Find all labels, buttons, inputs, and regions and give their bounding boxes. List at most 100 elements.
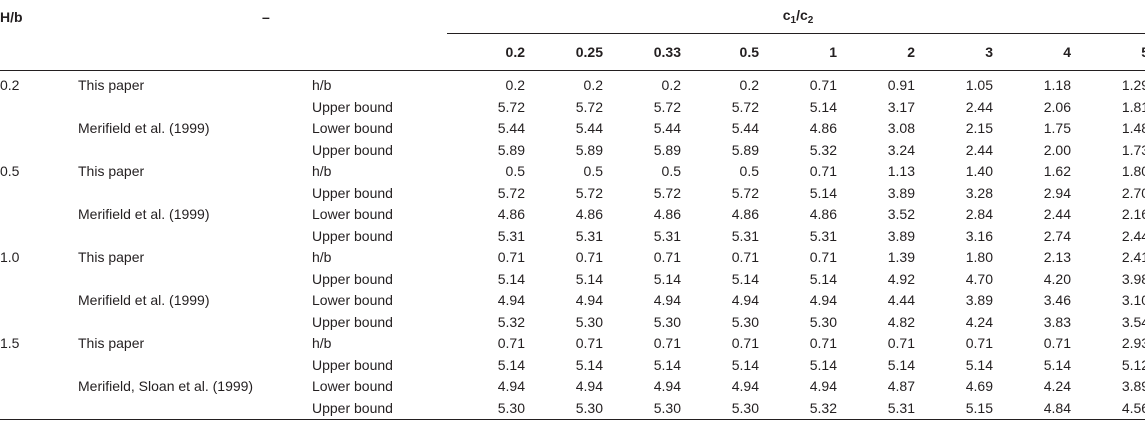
- cell-value: 5.14: [1043, 356, 1071, 373]
- cell-value: 2.06: [1043, 98, 1071, 115]
- cell-value: 5.72: [497, 98, 525, 115]
- cell-value: 5.30: [731, 313, 759, 330]
- cell-value: 5.14: [809, 98, 837, 115]
- cell-value: 5.14: [653, 356, 681, 373]
- cell-source: [78, 312, 312, 334]
- table-row: 0.2 This paper h/b 0.2 0.2 0.2 0.2 0.71 0.91 1.05…: [0, 71, 1145, 97]
- cell-value: 5.32: [759, 397, 837, 420]
- cell-value: 3.17: [887, 98, 915, 115]
- table-row: 0.5 This paper h/b 0.5 0.5 0.5 0.5 0.71 1.13 1.40…: [0, 161, 1145, 183]
- cell-value: 5.30: [603, 397, 681, 420]
- table-row: Merifield et al. (1999) Lower bound 5.44 5.…: [0, 118, 1145, 140]
- cell-value: 1.48: [1121, 120, 1145, 136]
- cell-value: 5.14: [809, 356, 837, 373]
- cell-value: 4.92: [887, 270, 915, 287]
- cell-value: 4.94: [497, 292, 525, 308]
- cell-value: 5.31: [575, 227, 603, 244]
- cell-value: 1.18: [1043, 77, 1071, 93]
- cell-value: 5.72: [731, 98, 759, 115]
- cell-value: 2.44: [965, 98, 993, 115]
- cell-value: 0.2: [739, 77, 759, 93]
- cell-value: 5.12: [1121, 356, 1145, 373]
- cell-hb: [0, 290, 78, 312]
- cell-value: 1.81: [1121, 98, 1145, 115]
- cell-source: This paper: [78, 163, 145, 179]
- header-sub1: 1: [790, 15, 797, 26]
- table-row: Upper bound 5.89 5.89 5.89 5.89 5.32 3.24 2.44 2…: [0, 140, 1145, 162]
- cell-hb: [0, 397, 78, 420]
- ratio-header: 0.25: [525, 33, 603, 71]
- cell-hb: [0, 312, 78, 334]
- cell-value: 5.14: [653, 270, 681, 287]
- ratio-header: 0.2: [447, 33, 525, 71]
- cell-value: 5.14: [731, 270, 759, 287]
- cell-type: h/b: [312, 335, 332, 351]
- cell-hb: [0, 140, 78, 162]
- cell-value: 4.86: [809, 206, 837, 222]
- ratio-header: 0.33: [603, 33, 681, 71]
- cell-type: Upper bound: [312, 356, 393, 373]
- cell-value: 5.72: [653, 184, 681, 201]
- cell-type: Upper bound: [312, 141, 393, 158]
- cell-value: 4.69: [965, 378, 993, 394]
- cell-value: 4.94: [653, 292, 681, 308]
- cell-value: 3.89: [887, 184, 915, 201]
- cell-value: 5.31: [731, 227, 759, 244]
- cell-value: 5.44: [497, 120, 525, 136]
- cell-value: 0.71: [653, 249, 681, 265]
- cell-hb: [0, 183, 78, 205]
- cell-value: 4.94: [653, 378, 681, 394]
- cell-value: 5.14: [965, 356, 993, 373]
- table-row: Merifield et al. (1999) Lower bound 4.94 4.…: [0, 290, 1145, 312]
- table-row: Upper bound 5.14 5.14 5.14 5.14 5.14 5.14 5.14 5…: [0, 355, 1145, 377]
- cell-value: 1.62: [1043, 163, 1071, 179]
- cell-type: Upper bound: [312, 98, 393, 115]
- cell-value: 5.31: [837, 397, 915, 420]
- cell-value: 5.30: [681, 397, 759, 420]
- cell-source: [78, 397, 312, 420]
- header-hb: H/b: [0, 8, 23, 25]
- cell-value: 2.94: [1043, 184, 1071, 201]
- cell-value: 3.89: [1121, 378, 1145, 394]
- cell-value: 3.54: [1121, 313, 1145, 330]
- cell-value: 2.13: [1043, 249, 1071, 265]
- cell-value: 5.72: [731, 184, 759, 201]
- cell-value: 2.16: [1121, 206, 1145, 222]
- cell-source: [78, 355, 312, 377]
- cell-value: 5.30: [653, 313, 681, 330]
- table-row: Upper bound 5.31 5.31 5.31 5.31 5.31 3.89 3.16 2…: [0, 226, 1145, 248]
- cell-value: 4.84: [993, 397, 1071, 420]
- cell-value: 3.83: [1043, 313, 1071, 330]
- cell-hb: [0, 355, 78, 377]
- cell-value: 0.71: [809, 77, 837, 93]
- table-row: 1.5 This paper h/b 0.71 0.71 0.71 0.71 0.71 0.71…: [0, 333, 1145, 355]
- cell-source: [78, 97, 312, 119]
- cell-value: 5.30: [809, 313, 837, 330]
- results-table: H/b – c1/c2 0.2 0.25 0.33 0.5 1 2 3 4 5 …: [0, 0, 1145, 420]
- table-row: Merifield et al. (1999) Lower bound 4.86 4.…: [0, 204, 1145, 226]
- cell-value: 3.89: [965, 292, 993, 308]
- table-row: Upper bound 5.30 5.30 5.30 5.30 5.32 5.31 5.15 4…: [0, 397, 1145, 420]
- cell-value: 4.24: [965, 313, 993, 330]
- cell-value: 5.14: [575, 270, 603, 287]
- cell-value: 2.70: [1121, 184, 1145, 201]
- table-row: Upper bound 5.72 5.72 5.72 5.72 5.14 3.89 3.28 2…: [0, 183, 1145, 205]
- cell-value: 5.30: [525, 397, 603, 420]
- cell-hb: 1.5: [0, 335, 20, 351]
- ratio-header: 0.5: [681, 33, 759, 71]
- cell-source: Merifield et al. (1999): [78, 120, 210, 136]
- cell-value: 0.71: [887, 335, 915, 351]
- cell-value: 2.74: [1043, 227, 1071, 244]
- cell-value: 3.52: [887, 206, 915, 222]
- cell-value: 5.31: [497, 227, 525, 244]
- cell-value: 5.31: [809, 227, 837, 244]
- cell-type: Upper bound: [312, 227, 393, 244]
- cell-value: 4.86: [575, 206, 603, 222]
- cell-value: 5.14: [497, 356, 525, 373]
- ratio-header: 5: [1071, 33, 1145, 71]
- cell-source: [78, 269, 312, 291]
- header-row-ratios: 0.2 0.25 0.33 0.5 1 2 3 4 5: [0, 33, 1145, 71]
- cell-value: 5.72: [575, 98, 603, 115]
- cell-value: 5.14: [809, 184, 837, 201]
- cell-value: 5.32: [809, 141, 837, 158]
